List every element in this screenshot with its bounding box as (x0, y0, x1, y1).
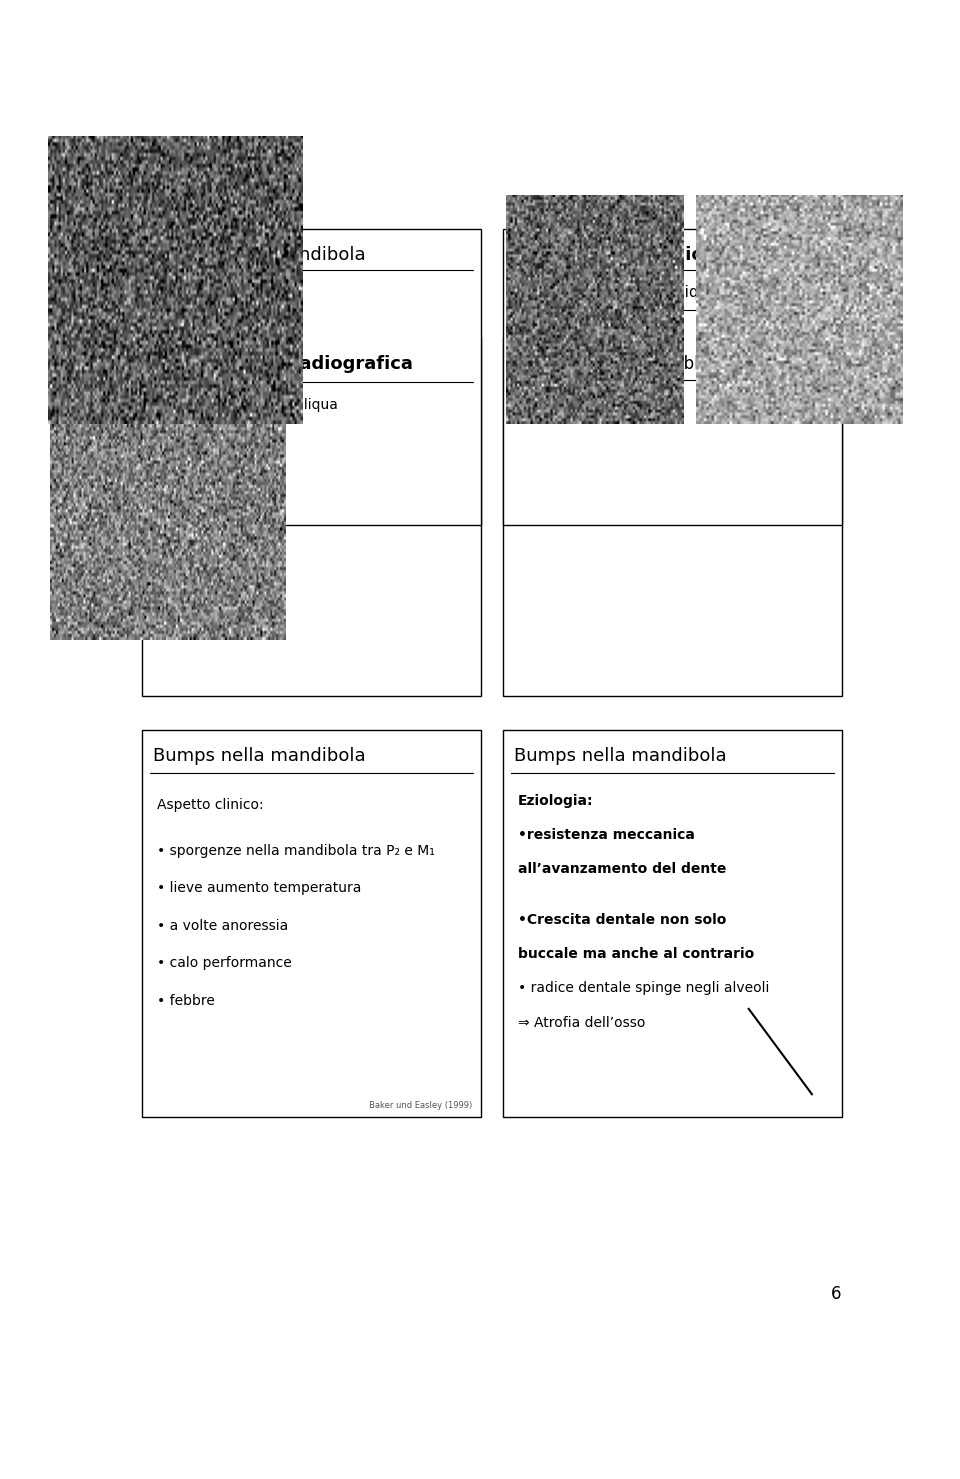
FancyBboxPatch shape (503, 229, 842, 525)
Text: 6: 6 (831, 1285, 842, 1303)
Text: Tecnica radiografica: Tecnica radiografica (571, 246, 774, 263)
Text: • sporgenze nella mandibola tra P₂ e M₁: • sporgenze nella mandibola tra P₂ e M₁ (157, 843, 435, 858)
Text: • calo performance: • calo performance (157, 957, 292, 970)
Text: o: o (148, 467, 155, 478)
Text: • a volte anoressia: • a volte anoressia (157, 918, 288, 933)
Text: •Crescita dentale non solo: •Crescita dentale non solo (518, 913, 727, 927)
Text: •resistenza meccanica: •resistenza meccanica (518, 828, 695, 842)
Text: • radice dentale spinge negli alveoli: • radice dentale spinge negli alveoli (518, 982, 769, 995)
FancyBboxPatch shape (142, 729, 481, 1117)
Text: Baker und Easley (1999): Baker und Easley (1999) (369, 1102, 472, 1111)
Text: Bumps nella mandibola: Bumps nella mandibola (515, 747, 727, 765)
Text: all’avanzamento del dente: all’avanzamento del dente (518, 862, 727, 876)
Text: • lieve aumento temperatura: • lieve aumento temperatura (157, 881, 362, 895)
Text: Tecnica radiografica: Tecnica radiografica (210, 355, 413, 373)
Text: 08/07/2013: 08/07/2013 (745, 204, 842, 219)
FancyBboxPatch shape (503, 337, 842, 695)
FancyBboxPatch shape (503, 729, 842, 1117)
FancyBboxPatch shape (142, 229, 481, 525)
Text: Eziologia:: Eziologia: (518, 794, 593, 808)
Text: Proiezione laterale obliqua: Proiezione laterale obliqua (515, 284, 718, 300)
Text: Proiezione laterale obliqua: Proiezione laterale obliqua (154, 398, 338, 413)
Text: Dorsale destra 30°: Dorsale destra 30° (519, 401, 637, 414)
Text: Aspetto clinico:: Aspetto clinico: (157, 799, 264, 812)
Text: Proiezione laterale obliqua: Proiezione laterale obliqua (515, 355, 734, 373)
Text: buccale ma anche al contrario: buccale ma anche al contrario (518, 948, 755, 961)
Text: • febbre: • febbre (157, 994, 215, 1009)
Text: ⇒ Atrofia dell’osso: ⇒ Atrofia dell’osso (518, 1016, 645, 1029)
Text: Bumps nella mandibola: Bumps nella mandibola (154, 747, 366, 765)
Text: Bumps nella mandibola: Bumps nella mandibola (154, 246, 366, 263)
FancyBboxPatch shape (142, 337, 481, 695)
